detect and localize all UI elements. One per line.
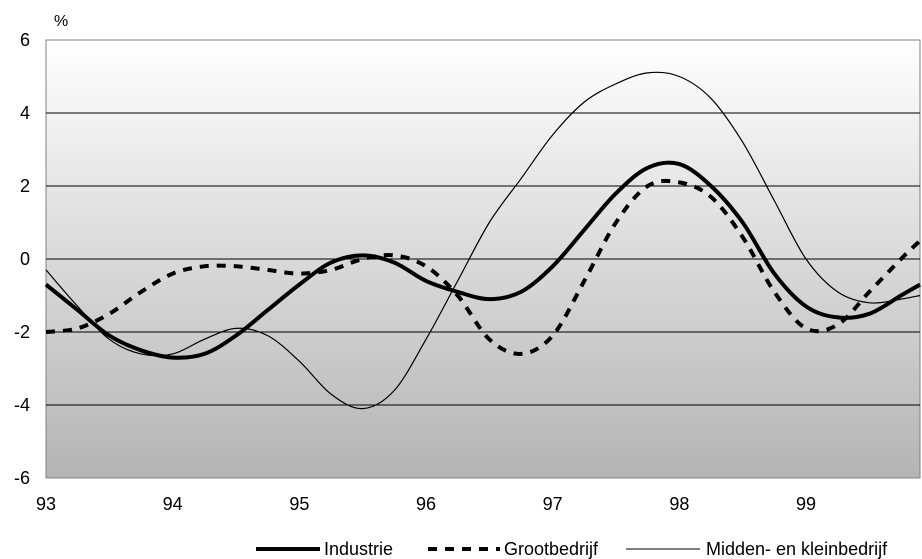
series-line-midden-kleinbedrijf (45, 71, 921, 410)
x-tick-label: 98 (669, 494, 689, 514)
legend-label-grootbedrijf: Grootbedrijf (504, 539, 599, 559)
y-tick-label: 2 (20, 176, 30, 196)
y-axis-ticks: 6 4 2 0 -2 -4 -6 (14, 30, 30, 488)
legend-label-industrie: Industrie (324, 539, 393, 559)
x-tick-label: 93 (36, 494, 56, 514)
legend-label-midden-kleinbedrijf: Midden- en kleinbedrijf (706, 539, 888, 559)
y-tick-label: -4 (14, 395, 30, 415)
y-tick-label: -6 (14, 468, 30, 488)
x-axis-ticks: 93 94 95 96 97 98 99 (36, 494, 816, 514)
y-tick-label: -2 (14, 322, 30, 342)
x-tick-label: 97 (543, 494, 563, 514)
x-tick-label: 95 (289, 494, 309, 514)
series-line-grootbedrijf (45, 178, 922, 356)
x-tick-label: 94 (163, 494, 183, 514)
y-tick-label: 6 (20, 30, 30, 50)
y-tick-label: 0 (20, 249, 30, 269)
y-axis-unit: % (54, 13, 68, 30)
legend: Industrie Grootbedrijf Midden- en kleinb… (256, 539, 888, 559)
x-tick-label: 99 (796, 494, 816, 514)
y-tick-label: 4 (20, 103, 30, 123)
x-tick-label: 96 (416, 494, 436, 514)
series-line-industrie (44, 160, 921, 360)
gridlines (46, 112, 920, 406)
series-lines (44, 71, 922, 410)
